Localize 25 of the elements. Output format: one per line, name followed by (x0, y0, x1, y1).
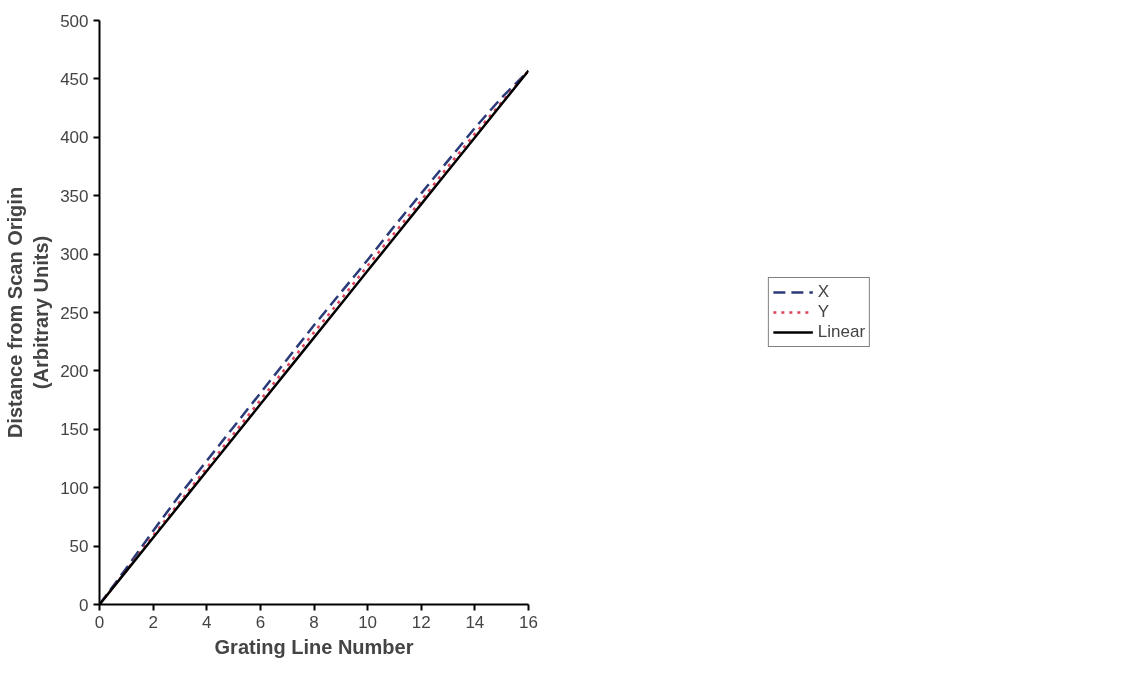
y-tick-label: 350 (60, 186, 89, 206)
x-tick-label: 12 (411, 612, 431, 632)
y-tick-label: 450 (60, 69, 89, 89)
legend-label: Linear (817, 322, 866, 342)
y-tick-label: 0 (79, 595, 89, 615)
x-tick-label: 10 (358, 612, 378, 632)
y-axis-title: Distance from Scan Origin (Arbitrary Units) (3, 186, 53, 439)
y-tick-label: 200 (60, 361, 89, 381)
y-tick-label: 100 (60, 478, 89, 498)
x-tick-label: 2 (148, 612, 158, 632)
legend-label: X (817, 282, 831, 302)
x-tick-label: 0 (94, 612, 105, 632)
y-tick-label: 150 (60, 420, 89, 440)
x-tick-label: 4 (202, 612, 212, 632)
x-tick-label: 16 (519, 612, 538, 632)
x-axis-title: Grating Line Number (214, 635, 414, 658)
y-tick-label: 400 (60, 128, 89, 148)
x-tick-label: 6 (255, 612, 266, 632)
y-tick-label: 500 (60, 11, 89, 31)
x-tick-label: 8 (309, 612, 319, 632)
y-tick-label: 50 (69, 537, 89, 557)
y-tick-label: 300 (60, 245, 89, 265)
legend-label: Y (817, 302, 831, 322)
y-tick-label: 250 (60, 303, 89, 323)
x-tick-label: 14 (465, 612, 485, 632)
